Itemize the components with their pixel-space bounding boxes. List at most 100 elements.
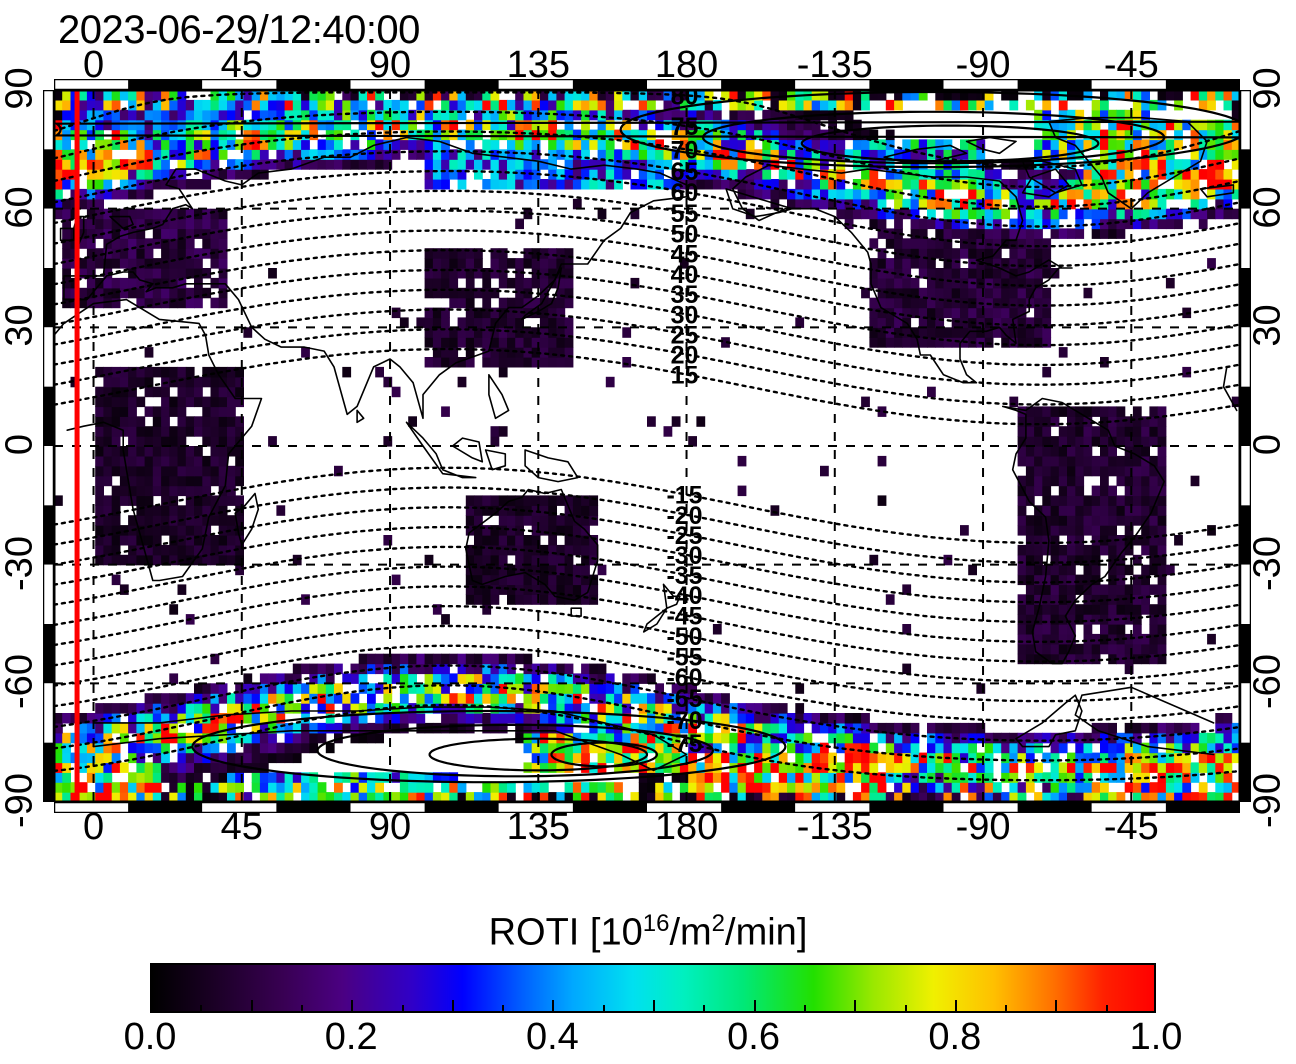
colorbar-label-0.0: 0.0 — [123, 1016, 177, 1058]
colorbar-title-tail: /m — [669, 911, 712, 954]
lat-tick-30: 30 — [1246, 304, 1289, 347]
colorbar-minor-tick — [451, 1000, 454, 1013]
colorbar-minor-tick — [401, 1005, 404, 1013]
maglat-label-60: 60 — [671, 179, 699, 207]
maglat-label-55: 55 — [671, 200, 699, 228]
lon-tick-45: 45 — [220, 44, 263, 86]
frame-bar-right — [1240, 90, 1251, 802]
colorbar-minor-tick — [703, 1005, 706, 1013]
maglat-label--50: -50 — [666, 623, 702, 651]
lon-tick--135: -135 — [796, 44, 873, 86]
maglat-label-45: 45 — [671, 241, 699, 269]
colorbar-minor-tick — [1055, 1000, 1058, 1013]
lat-tick-0: 0 — [0, 433, 41, 456]
maglat-label-20: 20 — [671, 341, 699, 369]
maglat-label--20: -20 — [666, 502, 702, 530]
colorbar-minor-tick — [1105, 1005, 1108, 1013]
lat-tick-90: 90 — [1246, 67, 1289, 110]
maglat-label--30: -30 — [666, 542, 702, 570]
map-plot-area: 80 75 70 65 60 55 50 45 40 35 30 25 20 15 -15 -20 -25 -30… — [54, 90, 1240, 802]
maglat-label--35: -35 — [666, 562, 702, 590]
lat-tick--30: -30 — [1246, 535, 1289, 591]
lon-tick-90: 90 — [368, 806, 412, 848]
colorbar-minor-tick — [653, 1000, 655, 1013]
lat-tick--30: -30 — [0, 535, 41, 591]
colorbar-minor-tick — [753, 1000, 756, 1013]
colorbar-minor-tick — [854, 1000, 857, 1013]
colorbar-label-1.0: 1.0 — [1129, 1016, 1183, 1058]
maglat-label-35: 35 — [671, 281, 699, 309]
colorbar-minor-tick — [351, 1000, 354, 1013]
maglat-label--40: -40 — [666, 582, 702, 610]
frame-bar-top — [54, 79, 1240, 90]
lon-tick-180: 180 — [654, 806, 719, 848]
colorbar-ticks — [150, 998, 1156, 1013]
lat-tick--90: -90 — [1246, 773, 1289, 828]
lon-tick--45: -45 — [1103, 44, 1159, 86]
maglat-label-70: 70 — [671, 136, 699, 164]
colorbar-minor-tick — [954, 1000, 957, 1013]
lat-tick--60: -60 — [1246, 654, 1289, 710]
colorbar-label-0.2: 0.2 — [324, 1016, 378, 1058]
auroral-oval-layer — [54, 90, 1240, 784]
lon-tick-45: 45 — [220, 806, 263, 848]
lat-tick-90: 90 — [0, 67, 41, 110]
maglat-label-25: 25 — [671, 321, 699, 349]
colorbar-title-tail2: /min] — [725, 911, 808, 954]
frame-bar-bottom — [54, 802, 1240, 813]
colorbar-label-0.4: 0.4 — [525, 1016, 579, 1058]
maglat-contour-layer — [54, 91, 1240, 782]
colorbar-label-0.8: 0.8 — [928, 1016, 982, 1058]
maglat-label--25: -25 — [666, 522, 702, 550]
lon-tick-180: 180 — [654, 44, 719, 86]
colorbar-minor-tick — [1005, 1005, 1008, 1013]
maglat-label--75: -75 — [666, 730, 702, 758]
maglat-label-30: 30 — [671, 301, 699, 329]
colorbar-label-0.6: 0.6 — [727, 1016, 780, 1058]
maglat-label--70: -70 — [666, 707, 702, 735]
lon-tick--45: -45 — [1103, 806, 1159, 848]
maglat-label-65: 65 — [671, 158, 699, 186]
colorbar-title: ROTI [1016/m2/min] — [0, 910, 1296, 955]
colorbar-minor-tick — [250, 1000, 253, 1013]
lon-tick-135: 135 — [506, 806, 570, 848]
lon-tick--90: -90 — [955, 44, 1011, 86]
maglat-label-80: 80 — [671, 90, 699, 110]
frame-bar-left — [43, 90, 54, 802]
maglat-label--60: -60 — [666, 664, 702, 692]
lon-tick--90: -90 — [955, 806, 1011, 848]
maglat-label-15: 15 — [671, 362, 699, 390]
lon-tick-0: 0 — [82, 44, 105, 86]
maglat-label-75: 75 — [671, 113, 699, 141]
page-title: 2023-06-29/12:40:00 — [58, 8, 420, 52]
lat-tick--60: -60 — [0, 654, 41, 710]
maglat-label--55: -55 — [666, 643, 702, 671]
lat-tick--90: -90 — [0, 773, 41, 828]
colorbar-title-main: ROTI [10 — [488, 911, 643, 954]
lon-tick-135: 135 — [506, 44, 570, 86]
colorbar-title-exp: 16 — [642, 910, 670, 937]
lat-tick-0: 0 — [1246, 433, 1289, 456]
lon-tick--135: -135 — [796, 806, 873, 848]
lat-tick-30: 30 — [0, 304, 41, 347]
colorbar-minor-tick — [502, 1005, 505, 1013]
maglat-label-50: 50 — [671, 220, 699, 248]
lon-tick-0: 0 — [82, 806, 105, 848]
colorbar-minor-tick — [552, 1000, 555, 1013]
colorbar-title-exp2: 2 — [711, 910, 726, 937]
lat-tick-60: 60 — [0, 186, 41, 229]
colorbar-minor-tick — [803, 1005, 806, 1013]
colorbar-minor-tick — [904, 1005, 907, 1013]
colorbar-minor-tick — [200, 1005, 203, 1013]
colorbar-minor-tick — [602, 1005, 605, 1013]
maglat-label--45: -45 — [666, 602, 702, 630]
map-canvas: 80 75 70 65 60 55 50 45 40 35 30 25 20 15 -15 -20 -25 -30… — [54, 90, 1240, 802]
maglat-label--15: -15 — [666, 482, 702, 510]
lon-tick-90: 90 — [368, 44, 412, 86]
maglat-label--65: -65 — [666, 685, 702, 713]
colorbar-minor-tick — [300, 1005, 303, 1013]
maglat-label-40: 40 — [671, 261, 699, 289]
lat-tick-60: 60 — [1246, 186, 1289, 229]
